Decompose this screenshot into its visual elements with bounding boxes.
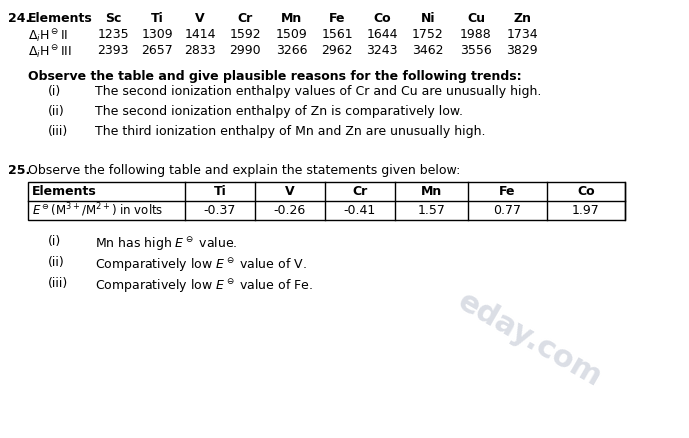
Text: (i): (i) <box>48 85 61 98</box>
Bar <box>28 182 625 220</box>
Text: Observe the following table and explain the statements given below:: Observe the following table and explain … <box>28 164 460 177</box>
Text: 2962: 2962 <box>321 44 353 57</box>
Text: 0.77: 0.77 <box>493 204 522 217</box>
Text: 1988: 1988 <box>460 28 492 41</box>
Text: 1309: 1309 <box>141 28 173 41</box>
Text: 25.: 25. <box>8 164 30 177</box>
Text: -0.37: -0.37 <box>204 204 236 217</box>
Text: (i): (i) <box>48 235 61 248</box>
Text: Mn has high $E^\ominus$ value.: Mn has high $E^\ominus$ value. <box>95 235 238 253</box>
Text: 1235: 1235 <box>97 28 129 41</box>
Text: eday.com: eday.com <box>453 287 607 393</box>
Text: Mn: Mn <box>421 185 442 198</box>
Text: 1734: 1734 <box>506 28 538 41</box>
Text: (ii): (ii) <box>48 105 65 118</box>
Text: (iii): (iii) <box>48 125 68 138</box>
Text: 1509: 1509 <box>276 28 308 41</box>
Text: Fe: Fe <box>329 12 345 25</box>
Text: -0.26: -0.26 <box>274 204 306 217</box>
Text: 1561: 1561 <box>321 28 353 41</box>
Text: $\Delta_i\mathrm{H}^\ominus$II: $\Delta_i\mathrm{H}^\ominus$II <box>28 28 68 45</box>
Text: 1592: 1592 <box>229 28 261 41</box>
Text: 3243: 3243 <box>367 44 398 57</box>
Text: 1.97: 1.97 <box>572 204 600 217</box>
Text: 3462: 3462 <box>412 44 444 57</box>
Text: Ni: Ni <box>421 12 435 25</box>
Text: Sc: Sc <box>105 12 121 25</box>
Text: (ii): (ii) <box>48 256 65 269</box>
Text: 1644: 1644 <box>367 28 398 41</box>
Text: Elements: Elements <box>28 12 93 25</box>
Text: Ti: Ti <box>151 12 163 25</box>
Text: $\Delta_i\mathrm{H}^\ominus$III: $\Delta_i\mathrm{H}^\ominus$III <box>28 44 72 61</box>
Text: Comparatively low $E^\ominus$ value of V.: Comparatively low $E^\ominus$ value of V… <box>95 256 307 274</box>
Text: V: V <box>195 12 205 25</box>
Text: 24.: 24. <box>8 12 30 25</box>
Text: 1752: 1752 <box>412 28 444 41</box>
Text: 1414: 1414 <box>184 28 216 41</box>
Text: Fe: Fe <box>500 185 516 198</box>
Text: Zn: Zn <box>513 12 531 25</box>
Text: The second ionization enthalpy of Zn is comparatively low.: The second ionization enthalpy of Zn is … <box>95 105 463 118</box>
Text: Co: Co <box>577 185 595 198</box>
Text: V: V <box>285 185 295 198</box>
Text: Mn: Mn <box>281 12 302 25</box>
Text: 3829: 3829 <box>506 44 538 57</box>
Text: Cr: Cr <box>238 12 253 25</box>
Text: The second ionization enthalpy values of Cr and Cu are unusually high.: The second ionization enthalpy values of… <box>95 85 542 98</box>
Text: 1.57: 1.57 <box>418 204 445 217</box>
Text: 3556: 3556 <box>460 44 492 57</box>
Text: Cr: Cr <box>352 185 368 198</box>
Text: (iii): (iii) <box>48 277 68 290</box>
Text: Comparatively low $E^\ominus$ value of Fe.: Comparatively low $E^\ominus$ value of F… <box>95 277 313 295</box>
Text: 2393: 2393 <box>97 44 129 57</box>
Text: Observe the table and give plausible reasons for the following trends:: Observe the table and give plausible rea… <box>28 70 522 83</box>
Text: 2657: 2657 <box>141 44 173 57</box>
Text: 3266: 3266 <box>276 44 308 57</box>
Text: Elements: Elements <box>32 185 96 198</box>
Text: Co: Co <box>373 12 391 25</box>
Text: Cu: Cu <box>467 12 485 25</box>
Text: 2990: 2990 <box>229 44 261 57</box>
Text: Ti: Ti <box>214 185 227 198</box>
Text: -0.41: -0.41 <box>344 204 376 217</box>
Text: $E^\ominus\mathrm{(M^{3+}/ M^{2+})}$ in volts: $E^\ominus\mathrm{(M^{3+}/ M^{2+})}$ in … <box>32 202 163 219</box>
Text: 2833: 2833 <box>184 44 216 57</box>
Text: The third ionization enthalpy of Mn and Zn are unusually high.: The third ionization enthalpy of Mn and … <box>95 125 486 138</box>
